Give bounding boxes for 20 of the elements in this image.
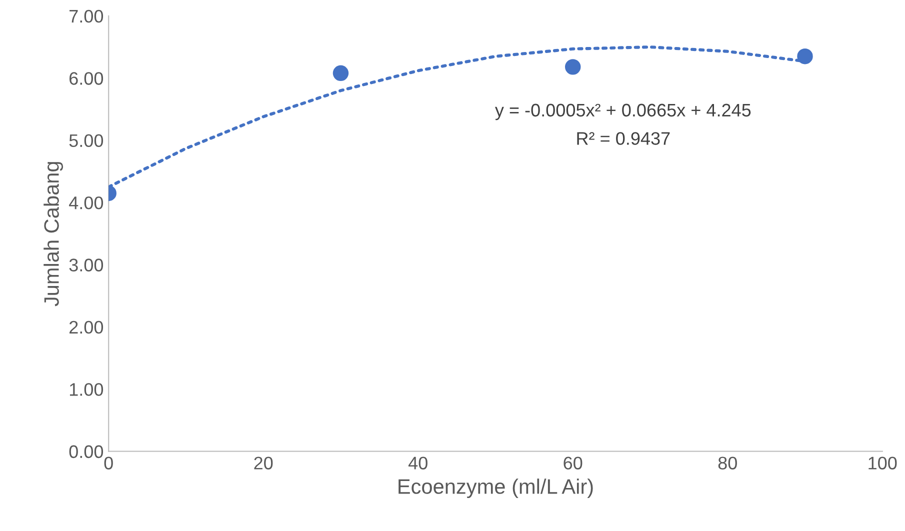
annotation: y = -0.0005x² + 0.0665x + 4.245 xyxy=(494,104,751,120)
x-tick-label: 20 xyxy=(254,456,273,470)
annotation: R² = 0.9437 xyxy=(577,132,670,145)
x-tick-label: 60 xyxy=(564,456,582,470)
x-axis-title: Ecoenzyme (ml/L Air) xyxy=(398,478,593,498)
y-tick-label: 7.00 xyxy=(70,10,104,23)
x-tick-label: 40 xyxy=(408,456,428,470)
x-tick-label: 100 xyxy=(868,456,897,470)
y-tick-label: 4.00 xyxy=(69,196,104,210)
point xyxy=(564,59,581,75)
y-tick-label: 2.00 xyxy=(70,320,104,334)
y-tick-label: 3.00 xyxy=(69,258,104,272)
x-tick-label: 0 xyxy=(104,456,113,470)
y-tick-label: 0.00 xyxy=(69,445,104,458)
point xyxy=(797,48,813,64)
x-tick-label: 80 xyxy=(718,456,737,470)
y-axis-title: Jumlah Cabang xyxy=(44,162,64,306)
y-tick-label: 1.00 xyxy=(70,383,104,396)
y-tick-label: 5.00 xyxy=(69,134,104,148)
y-tick-label: 6.00 xyxy=(70,72,104,85)
